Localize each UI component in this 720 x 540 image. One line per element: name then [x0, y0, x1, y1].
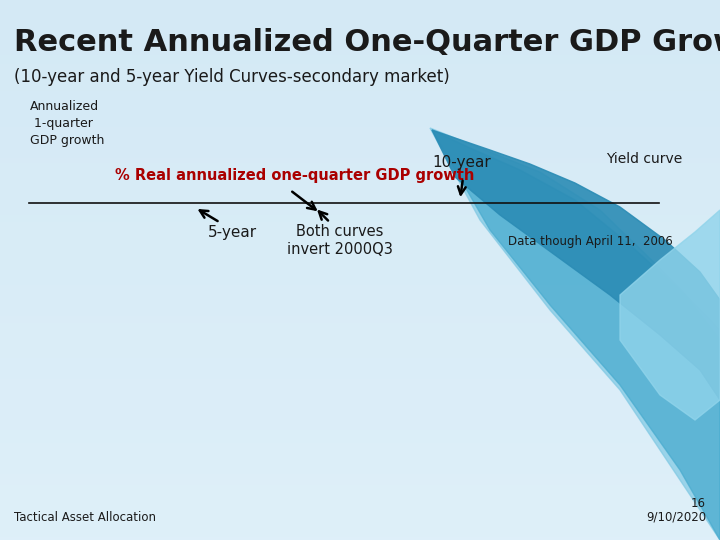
Text: 16: 16 [691, 497, 706, 510]
Text: Yield curve: Yield curve [606, 152, 683, 166]
Text: (10-year and 5-year Yield Curves-secondary market): (10-year and 5-year Yield Curves-seconda… [14, 68, 450, 86]
Polygon shape [430, 128, 720, 540]
Text: Both curves
invert 2000Q3: Both curves invert 2000Q3 [287, 225, 393, 257]
Text: 10-year: 10-year [432, 155, 491, 170]
Polygon shape [620, 210, 720, 420]
Text: 9/10/2020: 9/10/2020 [646, 511, 706, 524]
Text: % Real annualized one-quarter GDP growth: % Real annualized one-quarter GDP growth [115, 168, 474, 183]
Text: Recent Annualized One-Quarter GDP Growth: Recent Annualized One-Quarter GDP Growth [14, 28, 720, 57]
Text: Tactical Asset Allocation: Tactical Asset Allocation [14, 511, 156, 524]
Text: 5-year: 5-year [207, 225, 256, 240]
Text: Data though April 11,  2006: Data though April 11, 2006 [508, 234, 672, 247]
Polygon shape [432, 130, 720, 540]
Polygon shape [432, 130, 720, 400]
Text: Annualized
 1-quarter
GDP growth: Annualized 1-quarter GDP growth [30, 100, 104, 147]
